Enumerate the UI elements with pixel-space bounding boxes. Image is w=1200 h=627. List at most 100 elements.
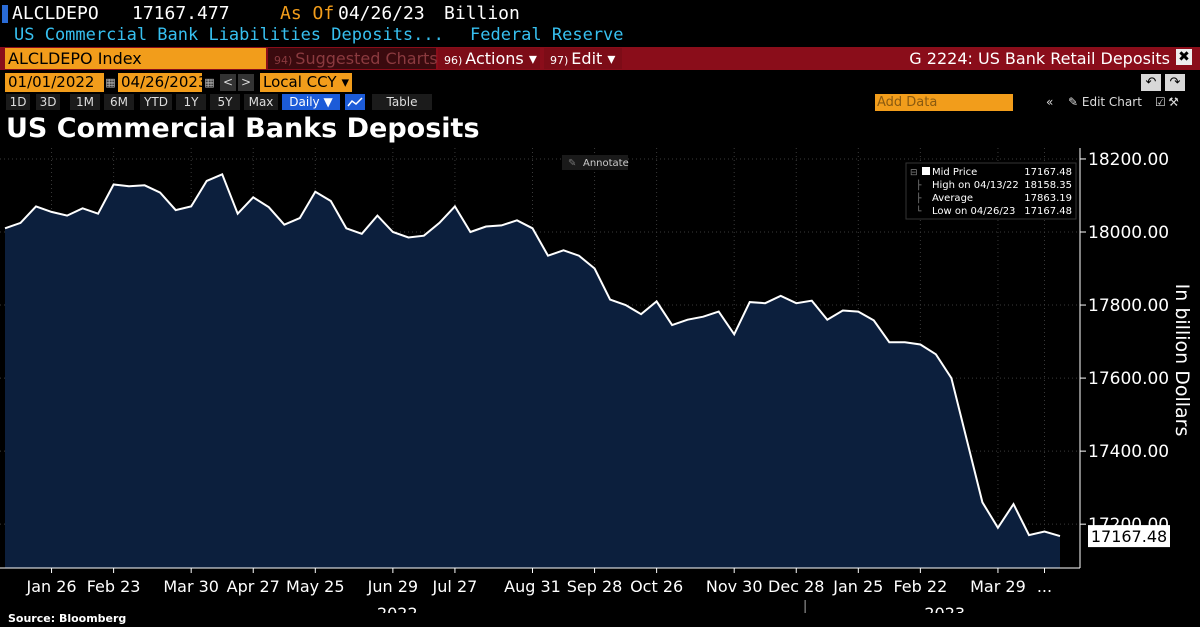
x-tick-label: Nov 30: [706, 577, 763, 596]
period-1d[interactable]: 1D: [6, 94, 30, 110]
year-label: 2022: [377, 604, 418, 613]
period-1y[interactable]: 1Y: [176, 94, 206, 110]
frequency-select[interactable]: Daily ▼: [282, 94, 340, 110]
edit-chart-button[interactable]: ✎ Edit Chart: [1068, 95, 1142, 109]
command-toolbar: ALCLDEPO Index 94) Suggested Charts 96) Ac…: [0, 47, 1200, 70]
y-tick-label: 17600.00: [1088, 369, 1169, 389]
chart-settings-icon[interactable]: ☑ ⚒: [1155, 95, 1179, 109]
security-description: US Commercial Bank Liabilities Deposits.…: [14, 25, 444, 45]
period-3d[interactable]: 3D: [36, 94, 60, 110]
deposits-chart: 17200.0017400.0017600.0017800.0018000.00…: [0, 148, 1193, 613]
legend-tree-icon: └: [916, 205, 922, 217]
security-header: ALCLDEPO 17167.477 As Of 04/26/23 Billio…: [0, 0, 1200, 28]
as-of-label: As Of: [280, 3, 335, 24]
end-calendar-icon[interactable]: ▦: [204, 76, 215, 89]
period-6m[interactable]: 6M: [104, 94, 134, 110]
previous-period-icon[interactable]: <: [220, 74, 236, 91]
y-tick-label: 18200.00: [1088, 150, 1169, 170]
period-max[interactable]: Max: [244, 94, 278, 110]
x-tick-label: Mar 30: [163, 577, 219, 596]
pencil-icon: ✎: [568, 158, 576, 169]
suggested-charts-number: 94): [274, 54, 293, 67]
x-tick-label: Apr 27: [227, 577, 280, 596]
legend-label: Mid Price: [932, 167, 977, 178]
actions-label: Actions ▾: [465, 49, 537, 68]
deposits-line: [4, 172, 1061, 538]
x-tick-label: Jun 29: [367, 577, 418, 596]
actions-number: 96): [444, 54, 463, 67]
actions-menu-button[interactable]: 96) Actions ▾: [438, 48, 540, 69]
legend-value: 17167.48: [1024, 167, 1072, 178]
x-tick-label: Aug 31: [504, 577, 561, 596]
legend-label: High on 04/13/22: [932, 180, 1019, 191]
close-icon[interactable]: ✖: [1176, 49, 1192, 65]
source-footer: Source: Bloomberg: [8, 612, 127, 625]
x-tick-label: Jul 27: [432, 577, 478, 596]
x-tick-label: Oct 26: [630, 577, 683, 596]
data-source: Federal Reserve: [470, 25, 624, 45]
annotate-label: Annotate: [583, 158, 629, 169]
edit-label: Edit ▾: [571, 49, 616, 68]
line-chart-icon[interactable]: [345, 94, 365, 110]
date-range-row: 01/01/2022 ▦ - 04/26/2023 ▦ < > Local CC…: [0, 73, 1200, 93]
x-tick-label: Sep 28: [567, 577, 623, 596]
chart-legend: Mid Price 17167.48 ├ High on 04/13/22 18158.…: [905, 162, 1077, 220]
x-tick-label: ...: [1037, 577, 1052, 596]
y-axis-title: In billion Dollars: [1171, 284, 1193, 437]
last-value-marker: 17167.48: [1088, 525, 1170, 548]
legend-tree-icon: ├: [916, 192, 922, 204]
security-field[interactable]: ALCLDEPO Index: [5, 48, 266, 69]
currency-select[interactable]: Local CCY ▾: [260, 73, 352, 92]
x-axis: Jan 26 Feb 23 Mar 30 Apr 27 May 25 Jun 29 Jul …: [0, 148, 1081, 613]
y-axis: 17200.0017400.0017600.0017800.0018000.00…: [1080, 150, 1169, 535]
next-period-icon[interactable]: >: [238, 74, 254, 91]
period-ytd[interactable]: YTD: [140, 94, 172, 110]
legend-value: 17167.48: [1024, 206, 1072, 217]
suggested-charts-button[interactable]: 94) Suggested Charts: [268, 48, 438, 69]
end-date-input[interactable]: 04/26/2023: [118, 73, 207, 92]
table-button[interactable]: Table: [372, 94, 432, 110]
edit-number: 97): [550, 54, 569, 67]
annotate-button[interactable]: ✎ Annotate: [562, 155, 629, 170]
x-tick-label: May 25: [286, 577, 345, 596]
start-date-input[interactable]: 01/01/2022: [5, 73, 104, 92]
legend-tree-icon: ├: [916, 179, 922, 191]
x-tick-label: Feb 22: [893, 577, 947, 596]
legend-label: Average: [932, 193, 973, 204]
unit-label: Billion: [444, 3, 520, 24]
period-5y[interactable]: 5Y: [210, 94, 240, 110]
chevron-down-icon: ▾: [341, 73, 349, 91]
suggested-charts-label: Suggested Charts: [295, 49, 438, 68]
period-selector-row: 1D 3D 1M 6M YTD 1Y 5Y Max Daily ▼ Table …: [0, 93, 1200, 111]
x-tick-label: Dec 28: [768, 577, 824, 596]
x-tick-label: Jan 25: [832, 577, 883, 596]
x-tick-label: Mar 29: [970, 577, 1026, 596]
security-description-row: US Commercial Bank Liabilities Deposits.…: [0, 25, 1200, 47]
legend-collapse-icon: ⊟: [910, 168, 918, 178]
year-label: 2023: [924, 604, 965, 613]
undo-icon[interactable]: ↶: [1141, 74, 1161, 91]
y-tick-label: 18000.00: [1088, 223, 1169, 243]
x-tick-label: Feb 23: [87, 577, 141, 596]
last-value: 17167.477: [132, 3, 230, 24]
security-marker: [2, 5, 8, 23]
start-calendar-icon[interactable]: ▦: [105, 76, 116, 89]
legend-label: Low on 04/26/23: [932, 206, 1015, 217]
collapse-icon[interactable]: «: [1046, 95, 1054, 109]
legend-swatch: [922, 167, 930, 175]
add-data-input[interactable]: Add Data: [875, 94, 1013, 111]
redo-icon[interactable]: ↷: [1165, 74, 1185, 91]
edit-menu-button[interactable]: 97) Edit ▾: [544, 48, 622, 69]
last-value-label: 17167.48: [1091, 527, 1167, 546]
y-tick-label: 17400.00: [1088, 442, 1169, 462]
period-1m[interactable]: 1M: [70, 94, 100, 110]
chart-heading: US Commercial Banks Deposits: [6, 113, 480, 144]
y-tick-label: 17800.00: [1088, 296, 1169, 316]
ticker-label: ALCLDEPO: [12, 3, 99, 24]
as-of-date: 04/26/23: [338, 3, 425, 24]
deposits-area: [5, 174, 1060, 569]
legend-value: 18158.35: [1024, 180, 1072, 191]
currency-label: Local CCY: [263, 73, 337, 91]
x-tick-label: Jan 26: [25, 577, 76, 596]
chart-title-label: G 2224: US Bank Retail Deposits: [909, 49, 1170, 68]
